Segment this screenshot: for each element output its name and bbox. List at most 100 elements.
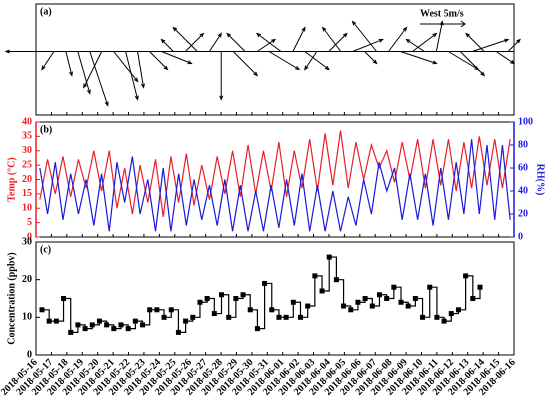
y-tick-label: 15 [22, 188, 32, 199]
marker [376, 292, 382, 298]
wind-vector [459, 51, 486, 77]
marker [326, 254, 332, 260]
marker [398, 299, 404, 305]
wind-vector [172, 26, 198, 52]
wind-vector [405, 38, 425, 52]
wind-vector [465, 32, 485, 52]
marker [39, 307, 45, 313]
marker [161, 314, 167, 320]
y-tick-label: 20 [22, 174, 32, 185]
y-axis-label: Concentration (ppbv) [6, 252, 17, 345]
marker [240, 292, 246, 298]
wind-vector [160, 38, 174, 52]
wind-vector [328, 32, 348, 52]
wind-vector [232, 51, 259, 77]
wind-vector [4, 49, 42, 54]
wind-vector [149, 51, 169, 71]
marker [297, 314, 303, 320]
marker [204, 296, 210, 301]
marker [125, 326, 131, 332]
marker [470, 296, 476, 301]
marker [463, 273, 469, 279]
panel-frame [35, 241, 515, 356]
marker [369, 303, 375, 309]
marker [333, 277, 339, 283]
marker [219, 292, 225, 298]
marker [477, 284, 483, 290]
wind-vector [364, 51, 378, 65]
marker [434, 314, 440, 320]
y2-tick-label: 60 [518, 162, 528, 173]
marker [82, 326, 88, 332]
wind-vector [256, 38, 277, 52]
marker [168, 307, 174, 313]
marker [96, 318, 102, 324]
y-tick-label: 10 [22, 312, 32, 323]
marker [154, 307, 160, 313]
wind-vector [185, 32, 205, 52]
y-tick-label: 20 [22, 274, 32, 285]
marker [305, 303, 311, 309]
marker [68, 329, 74, 335]
marker [89, 322, 95, 328]
marker [247, 307, 253, 313]
marker [46, 318, 52, 324]
y2-tick-label: 40 [518, 185, 528, 196]
wind-vector [292, 26, 306, 52]
marker [226, 314, 232, 320]
marker [175, 329, 181, 335]
marker [61, 296, 67, 301]
wind-vector [352, 38, 384, 52]
marker [391, 284, 397, 290]
series-line [39, 139, 511, 232]
marker [312, 273, 318, 279]
marker [262, 280, 268, 286]
reference-label: West 5m/s [420, 8, 464, 19]
panel-label: (b) [40, 124, 52, 135]
y2-tick-label: 20 [518, 208, 528, 219]
marker [254, 326, 260, 332]
marker [348, 307, 354, 313]
marker [319, 288, 325, 294]
wind-vector [65, 51, 73, 77]
y2-tick-label: 100 [518, 116, 533, 127]
wind-vector [495, 51, 516, 65]
marker [233, 296, 239, 301]
marker [441, 318, 447, 324]
step-line [42, 256, 481, 333]
marker [283, 314, 289, 320]
wind-vector [219, 51, 224, 101]
marker [147, 307, 153, 313]
marker [427, 284, 433, 290]
wind-vector [304, 51, 318, 71]
marker [448, 311, 454, 317]
marker [420, 314, 426, 320]
wind-vector [226, 32, 246, 52]
marker [132, 318, 138, 324]
wind-vector [351, 20, 377, 52]
y-tick-label: 25 [22, 159, 32, 170]
marker [362, 296, 368, 301]
series-line [39, 130, 511, 217]
y-tick-label: 0 [27, 231, 32, 242]
y-tick-label: 30 [22, 145, 32, 156]
wind-vector [255, 32, 282, 52]
wind-vector [137, 51, 145, 89]
wind-vector [208, 32, 222, 52]
panel-frame [35, 3, 515, 116]
y2-tick-label: 80 [518, 139, 528, 150]
marker [211, 311, 217, 317]
wind-vector [77, 51, 91, 95]
marker [197, 299, 203, 305]
marker [405, 303, 411, 309]
wind-vector [435, 20, 444, 52]
y-tick-label: 0 [27, 349, 32, 360]
wind-vector [268, 51, 301, 71]
wind-vector [161, 51, 193, 65]
wind-vector [113, 51, 139, 83]
panel-label: (a) [40, 6, 52, 17]
marker [455, 307, 461, 313]
marker [53, 318, 59, 324]
marker [269, 307, 275, 313]
marker [290, 299, 296, 305]
